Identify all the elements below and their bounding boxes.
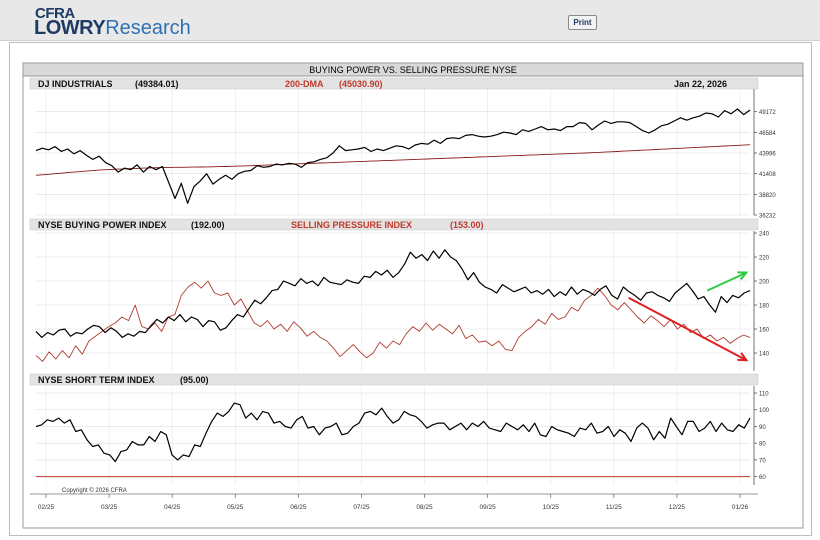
print-button[interactable]: Print <box>568 15 597 30</box>
logo-cfra: CFRA <box>35 5 75 22</box>
logo-research-text: Research <box>105 17 191 39</box>
panel-label2-buying-selling: SELLING PRESSURE INDEX <box>291 220 412 230</box>
panel-djia: DJ INDUSTRIALS (49384.01) 200-DMA (45030.90… <box>29 77 776 220</box>
x-tick-label: 08/25 <box>416 504 433 511</box>
panel-value-short-term: (95.00) <box>180 375 209 385</box>
y-tick-label-djia: 41408 <box>759 172 776 178</box>
x-tick-label: 03/25 <box>101 504 118 511</box>
panel-header-djia <box>29 77 759 90</box>
annotation-down-arrow <box>628 296 747 362</box>
y-tick-label-short-term: 60 <box>759 475 766 481</box>
x-tick-label: 02/25 <box>38 504 55 511</box>
panel-short-term: NYSE SHORT TERM INDEX (95.00) 60 70 80 90 100 1… <box>29 373 770 485</box>
panel-label-short-term: NYSE SHORT TERM INDEX <box>38 375 155 385</box>
annotation-up-arrow <box>706 271 747 292</box>
series-line-200-dma <box>35 144 751 176</box>
x-tick-label: 01/26 <box>732 504 749 511</box>
x-tick-label: 04/25 <box>164 504 181 511</box>
panel-label-djia: DJ INDUSTRIALS <box>38 79 113 89</box>
date-label: Jan 22, 2026 <box>674 79 727 89</box>
y-tick-label-short-term: 100 <box>759 408 770 414</box>
x-tick-label: 06/25 <box>290 504 307 511</box>
logo-lowry-research: LOWRYResearch <box>34 18 191 38</box>
chart-panels: DJ INDUSTRIALS (49384.01) 200-DMA (45030.90… <box>29 77 776 485</box>
y-tick-label-short-term: 80 <box>759 442 766 448</box>
chart-title: BUYING POWER VS. SELLING PRESSURE NYSE <box>309 65 517 75</box>
panel-value-djia: (49384.01) <box>135 79 179 89</box>
y-tick-label-short-term: 90 <box>759 425 766 431</box>
series-line-selling-pressure-index <box>35 280 751 362</box>
y-tick-label-buying-selling: 180 <box>759 304 770 310</box>
y-tick-label-djia: 38820 <box>759 193 776 199</box>
y-tick-label-short-term: 110 <box>759 392 769 398</box>
y-tick-label-djia: 36232 <box>759 214 776 220</box>
y-tick-label-djia: 43996 <box>759 152 776 158</box>
panel-label2-djia: 200-DMA <box>285 79 324 89</box>
logo-lowry-text: LOWRY <box>34 17 106 39</box>
chart-title-bar <box>22 62 804 77</box>
y-tick-label-buying-selling: 220 <box>759 256 770 262</box>
panel-header-buying-selling <box>29 218 759 231</box>
series-line-dj-industrials <box>35 108 751 204</box>
y-tick-label-buying-selling: 200 <box>759 280 770 286</box>
copyright-text: Copyright © 2026 CFRA <box>62 487 127 494</box>
chart-frame: BUYING POWER VS. SELLING PRESSURE NYSE D… <box>9 42 812 536</box>
x-tick-label: 07/25 <box>353 504 370 511</box>
panel-value-buying-selling: (192.00) <box>191 220 225 230</box>
x-tick-label: 09/25 <box>479 504 496 511</box>
x-tick-label: 12/25 <box>669 504 686 511</box>
app-header: CFRA LOWRYResearch Print <box>0 0 820 41</box>
panel-value2-buying-selling: (153.00) <box>450 220 484 230</box>
annotation-head-down-arrow <box>737 352 749 362</box>
chart-border <box>22 62 804 529</box>
y-tick-label-djia: 46584 <box>759 131 776 137</box>
series-line-nyse-buying-power-index <box>35 249 751 338</box>
annotation-head-up-arrow <box>737 271 749 281</box>
y-tick-label-buying-selling: 240 <box>759 232 770 238</box>
y-tick-label-short-term: 70 <box>759 458 766 464</box>
chart-svg: BUYING POWER VS. SELLING PRESSURE NYSE D… <box>22 62 804 529</box>
series-line-nyse-short-term-index <box>35 402 751 463</box>
x-tick-label: 11/25 <box>606 504 622 511</box>
panel-header-short-term <box>29 373 759 386</box>
x-axis: 02/25 03/25 04/25 05/25 06/25 07/25 08/25 09/25… <box>30 493 758 511</box>
y-tick-label-djia: 49172 <box>759 110 776 116</box>
y-tick-label-buying-selling: 160 <box>759 328 770 334</box>
panel-value2-djia: (45030.90) <box>339 79 383 89</box>
y-tick-label-buying-selling: 140 <box>759 352 770 358</box>
x-tick-label: 05/25 <box>227 504 244 511</box>
x-tick-label: 10/25 <box>543 504 560 511</box>
panel-buying-selling: NYSE BUYING POWER INDEX (192.00) SELLING P… <box>29 218 770 371</box>
panel-label-buying-selling: NYSE BUYING POWER INDEX <box>38 220 167 230</box>
